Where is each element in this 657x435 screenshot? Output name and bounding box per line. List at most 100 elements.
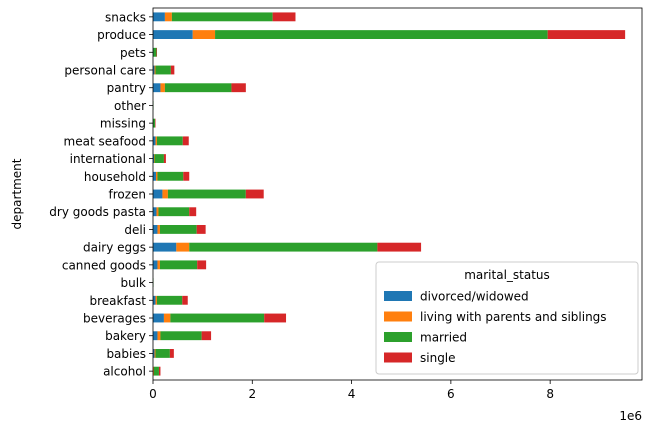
bar-breakfast-series-0 — [153, 295, 156, 305]
bar-bakery-series-0 — [153, 331, 158, 341]
bar-personal-care-series-1 — [154, 65, 156, 75]
x-tick-label: 8 — [546, 387, 554, 401]
axes-layer: alcohol babies bakery beverages breakfast bul… — [10, 7, 643, 423]
bar-canned-goods-series-3 — [197, 260, 207, 270]
bar-babies-series-0 — [153, 349, 155, 358]
y-tick-label: pantry — [107, 81, 146, 95]
y-tick-label: dry goods pasta — [49, 205, 146, 219]
bars-layer — [153, 12, 626, 376]
bar-snacks-series-1 — [164, 12, 172, 22]
y-tick-label: dairy eggs — [83, 241, 146, 255]
bar-breakfast-series-1 — [155, 295, 157, 305]
bar-babies-series-2 — [155, 349, 170, 358]
y-tick-label: deli — [124, 223, 146, 237]
y-tick-label: bakery — [105, 329, 146, 343]
y-tick-label: babies — [106, 347, 146, 361]
bar-deli-series-2 — [159, 225, 197, 234]
bar-canned-goods-series-0 — [153, 260, 158, 270]
legend-title: marital_status — [464, 268, 550, 282]
y-tick-label: breakfast — [89, 294, 146, 308]
y-tick-label: personal care — [64, 64, 146, 78]
bar-produce-series-3 — [547, 30, 626, 39]
bar-pantry-series-0 — [153, 83, 161, 93]
bar-deli-series-3 — [196, 225, 206, 234]
bar-babies-series-3 — [169, 349, 174, 358]
bar-produce-series-0 — [153, 30, 193, 39]
bar-dairy-eggs-series-3 — [377, 242, 422, 252]
bar-frozen-series-0 — [153, 189, 163, 199]
bar-dry-goods-pasta-series-1 — [156, 207, 159, 217]
legend-swatch — [384, 332, 412, 342]
x-offset-label: 1e6 — [619, 409, 642, 423]
y-tick-label: missing — [100, 117, 146, 131]
bar-breakfast-series-2 — [156, 295, 183, 305]
y-tick-label: frozen — [108, 188, 146, 202]
bar-alcohol-series-3 — [158, 366, 161, 376]
bar-dry-goods-pasta-series-0 — [153, 207, 157, 217]
bar-meat-seafood-series-1 — [155, 136, 157, 146]
bar-babies-series-1 — [154, 349, 156, 358]
bar-alcohol-series-1 — [153, 366, 154, 376]
bar-pantry-series-2 — [164, 83, 232, 93]
bar-dairy-eggs-series-1 — [176, 242, 190, 252]
y-tick-label: beverages — [83, 312, 146, 326]
bar-international-series-2 — [154, 154, 164, 163]
bar-bakery-series-2 — [160, 331, 202, 341]
y-tick-label: household — [84, 170, 146, 184]
bar-snacks-series-0 — [153, 12, 165, 22]
y-tick-label: snacks — [105, 10, 146, 24]
y-tick-label: canned goods — [62, 258, 146, 272]
bar-dry-goods-pasta-series-2 — [158, 207, 190, 217]
legend: marital_status divorced/widowed living wit… — [375, 261, 639, 375]
bar-missing-series-3 — [154, 118, 156, 128]
x-tick-label: 4 — [348, 387, 356, 401]
bar-snacks-series-3 — [272, 12, 296, 22]
bar-international-series-0 — [153, 154, 154, 163]
bar-international-series-1 — [153, 154, 155, 163]
legend-label: living with parents and siblings — [420, 310, 607, 324]
bar-dry-goods-pasta-series-3 — [189, 207, 197, 217]
bar-alcohol-series-2 — [153, 366, 159, 376]
bar-missing-series-2 — [153, 118, 155, 128]
y-tick-label: international — [70, 152, 146, 166]
bar-personal-care-series-3 — [170, 65, 175, 75]
x-tick-label: 2 — [248, 387, 256, 401]
bar-deli-series-0 — [153, 225, 158, 234]
bar-beverages-series-3 — [264, 313, 287, 323]
bar-personal-care-series-0 — [153, 65, 155, 75]
bar-household-series-0 — [153, 171, 156, 181]
bar-bakery-series-3 — [201, 331, 212, 341]
y-tick-label: meat seafood — [64, 134, 146, 148]
bar-meat-seafood-series-3 — [182, 136, 189, 146]
bar-bakery-series-1 — [157, 331, 161, 341]
legend-swatch — [384, 311, 412, 322]
bar-household-series-1 — [155, 171, 158, 181]
y-tick-label: pets — [120, 46, 146, 60]
bar-meat-seafood-series-0 — [153, 136, 156, 146]
y-tick-label: bulk — [120, 276, 146, 290]
legend-swatch — [384, 352, 412, 363]
y-tick-label: produce — [97, 28, 146, 42]
bar-frozen-series-2 — [167, 189, 246, 199]
bar-beverages-series-1 — [163, 313, 171, 323]
bar-deli-series-1 — [157, 225, 160, 234]
bar-dairy-eggs-series-0 — [153, 242, 177, 252]
legend-label: single — [420, 351, 456, 365]
bar-snacks-series-2 — [171, 12, 273, 22]
bar-produce-series-2 — [215, 30, 548, 39]
x-tick-label: 6 — [447, 387, 455, 401]
bar-produce-series-1 — [192, 30, 216, 39]
y-tick-label: alcohol — [103, 365, 146, 379]
bar-international-series-3 — [163, 154, 166, 163]
bar-household-series-3 — [183, 171, 190, 181]
bar-canned-goods-series-1 — [157, 260, 160, 270]
bar-pantry-series-1 — [160, 83, 165, 93]
bar-canned-goods-series-2 — [159, 260, 198, 270]
bar-frozen-series-3 — [245, 189, 264, 199]
bar-pets-series-2 — [153, 47, 157, 57]
legend-label: married — [420, 331, 467, 345]
y-tick-label: other — [114, 99, 146, 113]
legend-label: divorced/widowed — [420, 290, 529, 304]
